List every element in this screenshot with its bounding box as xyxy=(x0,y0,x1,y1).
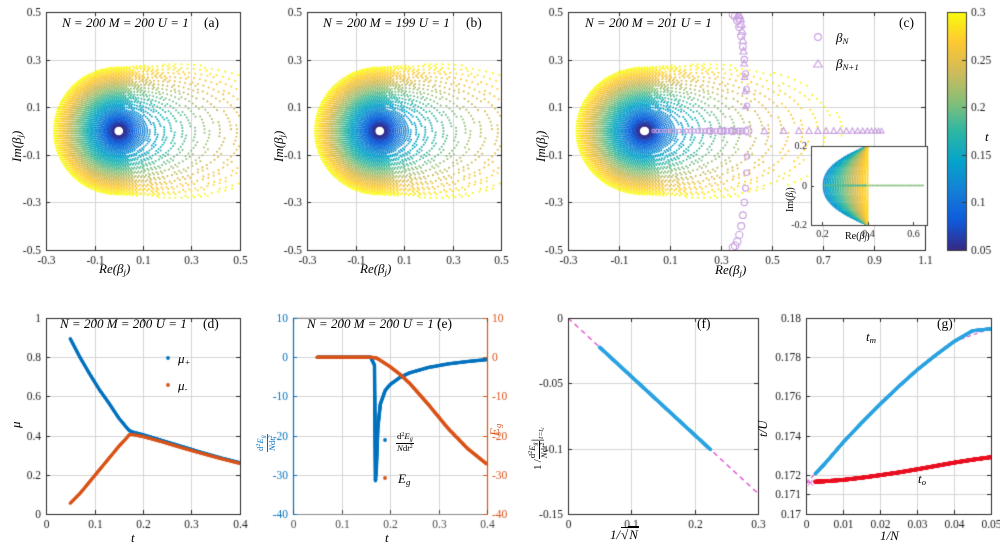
panel-b-tag: (b) xyxy=(466,15,482,30)
panel-c-title: N = 200 M = 201 U = 1 xyxy=(585,16,712,29)
panel-e-title-M: M = 200 xyxy=(353,316,400,331)
panel-d-legend-mu-minus: μ- xyxy=(178,378,188,394)
panel-e-ylabel-right: Eg xyxy=(487,423,503,436)
panel-b-title-M: M = 199 xyxy=(369,15,416,30)
panel-e-tag: (e) xyxy=(437,316,452,331)
panel-a-ylabel: Im(βj) xyxy=(9,130,25,162)
panel-d-tag: (d) xyxy=(203,316,219,331)
panel-e-legend-d2eg: d2Eg Ndt2 xyxy=(396,431,414,453)
panel-f-xlabel: 1/√N xyxy=(610,526,639,542)
panel-d-ylabel: μ xyxy=(8,421,23,428)
panel-g-xlabel: 1/N xyxy=(880,528,899,543)
panel-a-title: N = 200 M = 200 U = 1 xyxy=(62,16,189,29)
panel-a-tag: (a) xyxy=(204,15,219,30)
panel-d-title-N: N = 200 xyxy=(60,316,104,331)
panel-b-title: N = 200 M = 199 U = 1 xyxy=(323,16,450,29)
panel-e-title: N = 200 M = 200 U = 1 xyxy=(307,317,434,330)
panel-c-inset-xlabel: Re(βj) xyxy=(845,231,870,243)
panel-d-title-U: U = 1 xyxy=(155,316,187,331)
panel-b-ylabel: Im(βj) xyxy=(271,130,287,162)
panel-f-ylabel: 1 /d2Eg Ndt2 |t=tc xyxy=(527,427,549,470)
panel-e-title-U: U = 1 xyxy=(402,316,434,331)
panel-g-tag: (g) xyxy=(937,316,953,331)
panel-g-curve-label-tm: tm xyxy=(866,329,877,345)
panel-d-xlabel: t xyxy=(131,530,135,545)
panel-g-curve-label-to: to xyxy=(918,471,927,487)
panel-e-xlabel: t xyxy=(385,530,389,545)
panel-b-title-N: N = 200 xyxy=(323,15,367,30)
panel-b-title-U: U = 1 xyxy=(418,15,450,30)
panel-e-title-N: N = 200 xyxy=(307,316,351,331)
panel-d-title: N = 200 M = 200 U = 1 xyxy=(60,317,187,330)
panel-c-legend-betaN: βN xyxy=(836,30,849,46)
panel-e-legend-eg: Eg xyxy=(398,471,411,487)
panel-a-title-N: N = 200 xyxy=(62,15,106,30)
panel-c-title-N: N = 200 xyxy=(585,15,629,30)
panel-f-tag: (f) xyxy=(697,316,711,331)
panel-a-title-M: M = 200 xyxy=(108,15,155,30)
panel-d-legend-mu-plus: μ+ xyxy=(178,351,191,367)
panel-g-ylabel: t/U xyxy=(755,420,770,437)
panel-c-title-U: U = 1 xyxy=(680,15,712,30)
panel-a-xlabel: Re(βj) xyxy=(99,261,131,277)
panel-c-tag: (c) xyxy=(899,15,914,30)
panel-c-title-M: M = 201 xyxy=(631,15,678,30)
panel-c-legend-betaN1: βN+1 xyxy=(836,56,859,72)
colorbar-label: t xyxy=(985,129,989,144)
panel-c-ylabel: Im(βj) xyxy=(533,130,549,162)
panel-d-title-M: M = 200 xyxy=(106,316,153,331)
panel-a-title-U: U = 1 xyxy=(157,15,189,30)
panel-b-xlabel: Re(βj) xyxy=(360,261,392,277)
panel-e-ylabel-left: d2Eg Ndt2 xyxy=(255,434,277,452)
panel-c-xlabel: Re(βj) xyxy=(715,262,747,278)
panel-c-inset-ylabel: Im(βj) xyxy=(785,187,797,212)
